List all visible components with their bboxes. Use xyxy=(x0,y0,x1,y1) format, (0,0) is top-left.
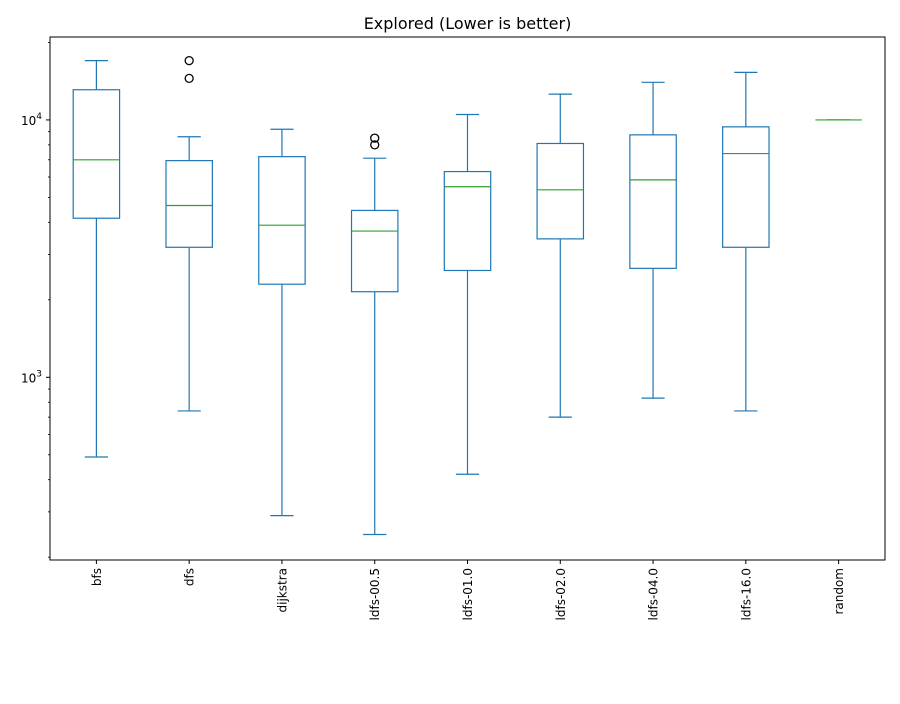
box-iqr xyxy=(629,134,677,269)
x-tick-label: ldfs-01.0 xyxy=(461,568,475,620)
box-group-ldfs-00.5 xyxy=(350,133,399,536)
box-iqr xyxy=(350,209,399,293)
x-tick-label: bfs xyxy=(90,568,104,586)
chart-title: Explored (Lower is better) xyxy=(364,14,572,33)
box-group-ldfs-04.0 xyxy=(629,81,677,399)
flier-point xyxy=(184,73,194,84)
box-iqr xyxy=(165,159,213,248)
x-tick-label: dijkstra xyxy=(275,568,289,612)
box-group-ldfs-02.0 xyxy=(536,93,585,418)
x-axis: bfs dfs dijkstra ldfs-00.5 ldfs-01.0 ldfs-02.… xyxy=(90,560,846,620)
flier-point xyxy=(184,55,194,66)
x-tick-label: ldfs-02.0 xyxy=(554,568,568,620)
x-tick-label: ldfs-16.0 xyxy=(739,568,753,620)
box-iqr xyxy=(443,170,492,272)
box-group-ldfs-01.0 xyxy=(443,113,492,475)
box-group-bfs xyxy=(72,60,121,458)
x-tick-label: ldfs-00.5 xyxy=(368,568,382,620)
flier-point xyxy=(370,140,380,150)
flier-point xyxy=(370,133,380,143)
x-tick-label: random xyxy=(832,568,846,615)
box-iqr xyxy=(536,142,585,240)
box-iqr xyxy=(258,156,306,285)
box-group-dijkstra xyxy=(258,128,306,517)
x-tick-label: dfs xyxy=(183,568,197,586)
box-iqr xyxy=(722,126,770,248)
box-iqr xyxy=(72,89,121,219)
y-tick-label: 103 xyxy=(21,369,42,385)
x-tick-label: ldfs-04.0 xyxy=(647,568,661,620)
y-tick-label: 104 xyxy=(21,112,42,128)
box-group-ldfs-16.0 xyxy=(722,71,770,412)
y-axis: 103 104 xyxy=(21,42,50,558)
plot-marks xyxy=(72,55,862,536)
box-group-dfs xyxy=(165,55,213,412)
